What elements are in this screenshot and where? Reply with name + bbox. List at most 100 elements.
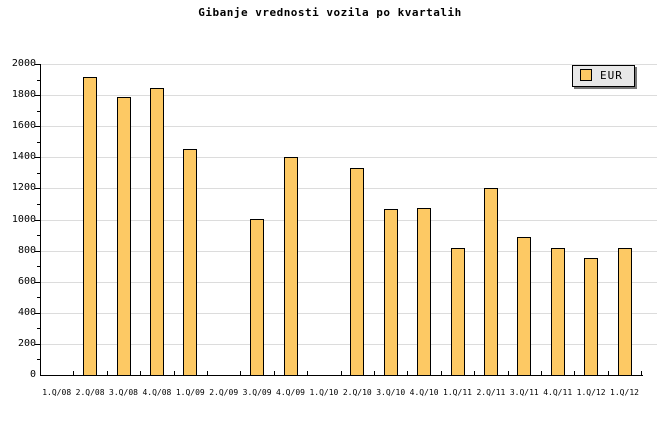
legend-swatch-icon	[580, 69, 592, 81]
x-axis-tick-label: 3.Q/09	[242, 388, 272, 397]
gridline-y-1400	[40, 157, 657, 159]
x-axis-tick-label: 2.Q/08	[75, 388, 105, 397]
bar-4.Q/11	[550, 248, 565, 376]
x-tick	[407, 371, 409, 376]
x-axis-tick-label: 1.Q/12	[610, 388, 639, 397]
x-tick	[40, 371, 41, 376]
y-tick-100	[37, 359, 40, 361]
bar-1.Q/09	[183, 148, 198, 376]
x-axis-tick-label: 4.Q/08	[142, 388, 172, 397]
x-tick	[374, 371, 375, 376]
bar-3.Q/08	[116, 97, 131, 376]
x-tick	[240, 371, 242, 376]
x-axis-tick-label: 3.Q/10	[376, 388, 406, 397]
x-tick	[474, 371, 476, 376]
x-axis-tick-label: 4.Q/10	[409, 388, 439, 397]
y-tick-1400	[35, 157, 40, 159]
y-axis-tick-label: 2000	[11, 58, 36, 69]
y-axis-tick-label: 1000	[11, 213, 36, 225]
x-axis-tick-label: 1.Q/08	[42, 388, 72, 397]
bar-3.Q/10	[383, 208, 398, 376]
y-tick-1900	[37, 79, 40, 81]
bar-4.Q/08	[149, 88, 164, 376]
y-tick-1500	[37, 141, 40, 143]
x-tick	[140, 371, 142, 376]
y-tick-600	[35, 281, 40, 283]
legend-box: EUR	[572, 65, 635, 87]
gridline-y-1200	[40, 188, 657, 190]
bar-3.Q/09	[250, 218, 265, 376]
bar-2.Q/10	[350, 168, 365, 376]
y-axis-tick-label: 1600	[11, 120, 36, 132]
x-tick	[307, 371, 309, 376]
y-tick-300	[37, 328, 40, 330]
y-tick-1700	[37, 110, 40, 112]
y-tick-900	[37, 235, 40, 237]
y-tick-1200	[35, 188, 40, 190]
gridline-y-1600	[40, 126, 657, 128]
x-tick	[207, 371, 208, 376]
y-axis-tick-label: 1400	[11, 151, 36, 163]
gridline-y-200	[40, 343, 657, 345]
y-tick-500	[37, 297, 40, 299]
y-tick-1800	[35, 95, 40, 97]
x-axis-tick-label: 1.Q/12	[576, 388, 606, 397]
x-axis-tick-label: 3.Q/11	[509, 388, 539, 397]
x-tick	[173, 371, 175, 376]
x-axis-tick-label: 1.Q/11	[443, 388, 472, 397]
x-tick	[541, 371, 542, 376]
bar-1.Q/12	[617, 248, 632, 376]
x-tick	[440, 371, 442, 376]
gridline-y-1800	[40, 95, 657, 97]
y-tick-200	[35, 343, 40, 345]
x-axis-tick-label: 2.Q/10	[342, 388, 372, 397]
y-tick-1300	[37, 172, 40, 174]
chart-title: Gibanje vrednosti vozila po kvartalih	[198, 6, 462, 19]
bar-2.Q/11	[483, 188, 498, 376]
x-tick	[340, 371, 342, 376]
y-tick-2000	[35, 64, 40, 65]
y-axis-tick-label: 400	[17, 306, 36, 318]
x-axis-tick-label: 2.Q/11	[476, 388, 506, 397]
x-axis-tick-label: 3.Q/08	[109, 388, 138, 397]
bar-3.Q/11	[517, 237, 532, 376]
y-tick-800	[35, 250, 40, 252]
bar-4.Q/09	[283, 157, 298, 376]
y-axis-tick-label: 800	[17, 244, 36, 256]
x-tick	[641, 371, 643, 376]
bar-2.Q/08	[83, 77, 98, 376]
x-axis-tick-label: 4.Q/09	[276, 388, 305, 397]
x-axis-tick-label: 2.Q/09	[209, 388, 239, 397]
gridline-y-2000	[40, 64, 657, 65]
y-tick-1600	[35, 126, 40, 128]
y-tick-1100	[37, 203, 40, 205]
y-axis-line	[40, 64, 41, 376]
gridline-y-600	[40, 281, 657, 283]
y-tick-1000	[35, 219, 40, 221]
bar-1.Q/11	[450, 248, 465, 376]
x-axis-line	[40, 375, 644, 376]
bar-1.Q/12	[584, 257, 599, 376]
x-tick	[106, 371, 108, 376]
gridline-y-1000	[40, 219, 657, 221]
bar-4.Q/10	[417, 207, 432, 376]
y-axis-tick-label: 0	[29, 369, 36, 380]
legend-label: EUR	[600, 69, 623, 82]
x-tick	[73, 371, 75, 376]
y-axis-tick-label: 200	[17, 337, 36, 349]
y-axis-tick-label: 600	[17, 275, 36, 287]
y-axis-tick-label: 1200	[11, 182, 36, 194]
x-axis-tick-label: 4.Q/11	[543, 388, 573, 397]
y-tick-700	[37, 266, 40, 268]
x-axis-tick-label: 1.Q/10	[309, 388, 339, 397]
y-axis-tick-label: 1800	[11, 89, 36, 101]
y-tick-400	[35, 312, 40, 314]
gridline-y-800	[40, 250, 657, 252]
x-tick	[273, 371, 275, 376]
x-tick	[507, 371, 509, 376]
x-axis-tick-label: 1.Q/09	[175, 388, 205, 397]
x-tick	[607, 371, 609, 376]
x-tick	[574, 371, 576, 376]
gridline-y-400	[40, 312, 657, 314]
